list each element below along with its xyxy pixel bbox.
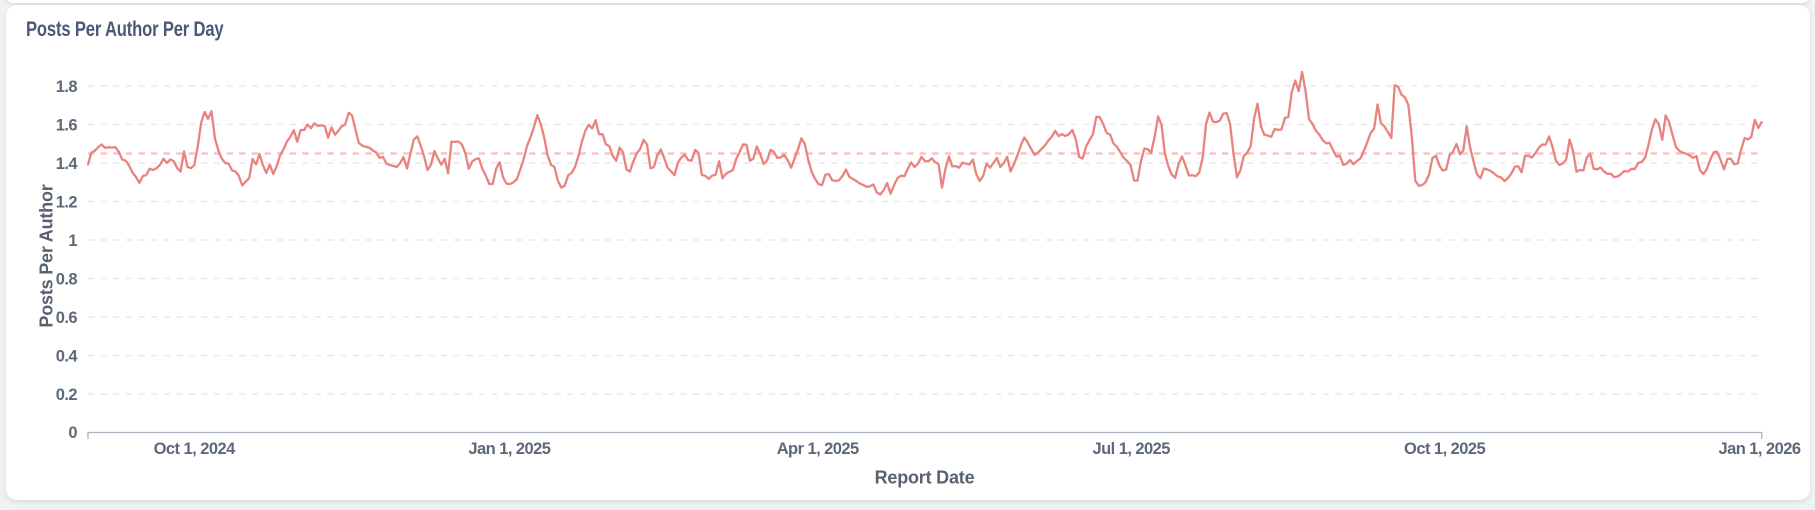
svg-text:1.6: 1.6 [56, 117, 78, 135]
svg-text:0.6: 0.6 [56, 309, 78, 327]
svg-text:0.8: 0.8 [56, 271, 78, 289]
svg-text:1.2: 1.2 [56, 194, 78, 212]
svg-text:Jan 1, 2026: Jan 1, 2026 [1718, 440, 1800, 458]
svg-text:Oct 1, 2025: Oct 1, 2025 [1404, 440, 1485, 458]
svg-text:0.2: 0.2 [56, 386, 78, 404]
svg-text:Oct 1, 2024: Oct 1, 2024 [154, 440, 236, 458]
svg-text:0: 0 [68, 424, 77, 442]
svg-text:0.4: 0.4 [56, 348, 79, 366]
svg-text:1.8: 1.8 [56, 78, 78, 96]
svg-text:Jul 1, 2025: Jul 1, 2025 [1092, 440, 1170, 458]
svg-text:1: 1 [68, 232, 77, 250]
svg-text:Apr 1, 2025: Apr 1, 2025 [777, 440, 859, 458]
svg-text:1.4: 1.4 [56, 155, 79, 173]
svg-text:Report Date: Report Date [875, 468, 975, 488]
svg-text:Jan 1, 2025: Jan 1, 2025 [468, 440, 550, 458]
svg-text:Posts Per Author: Posts Per Author [37, 184, 57, 327]
